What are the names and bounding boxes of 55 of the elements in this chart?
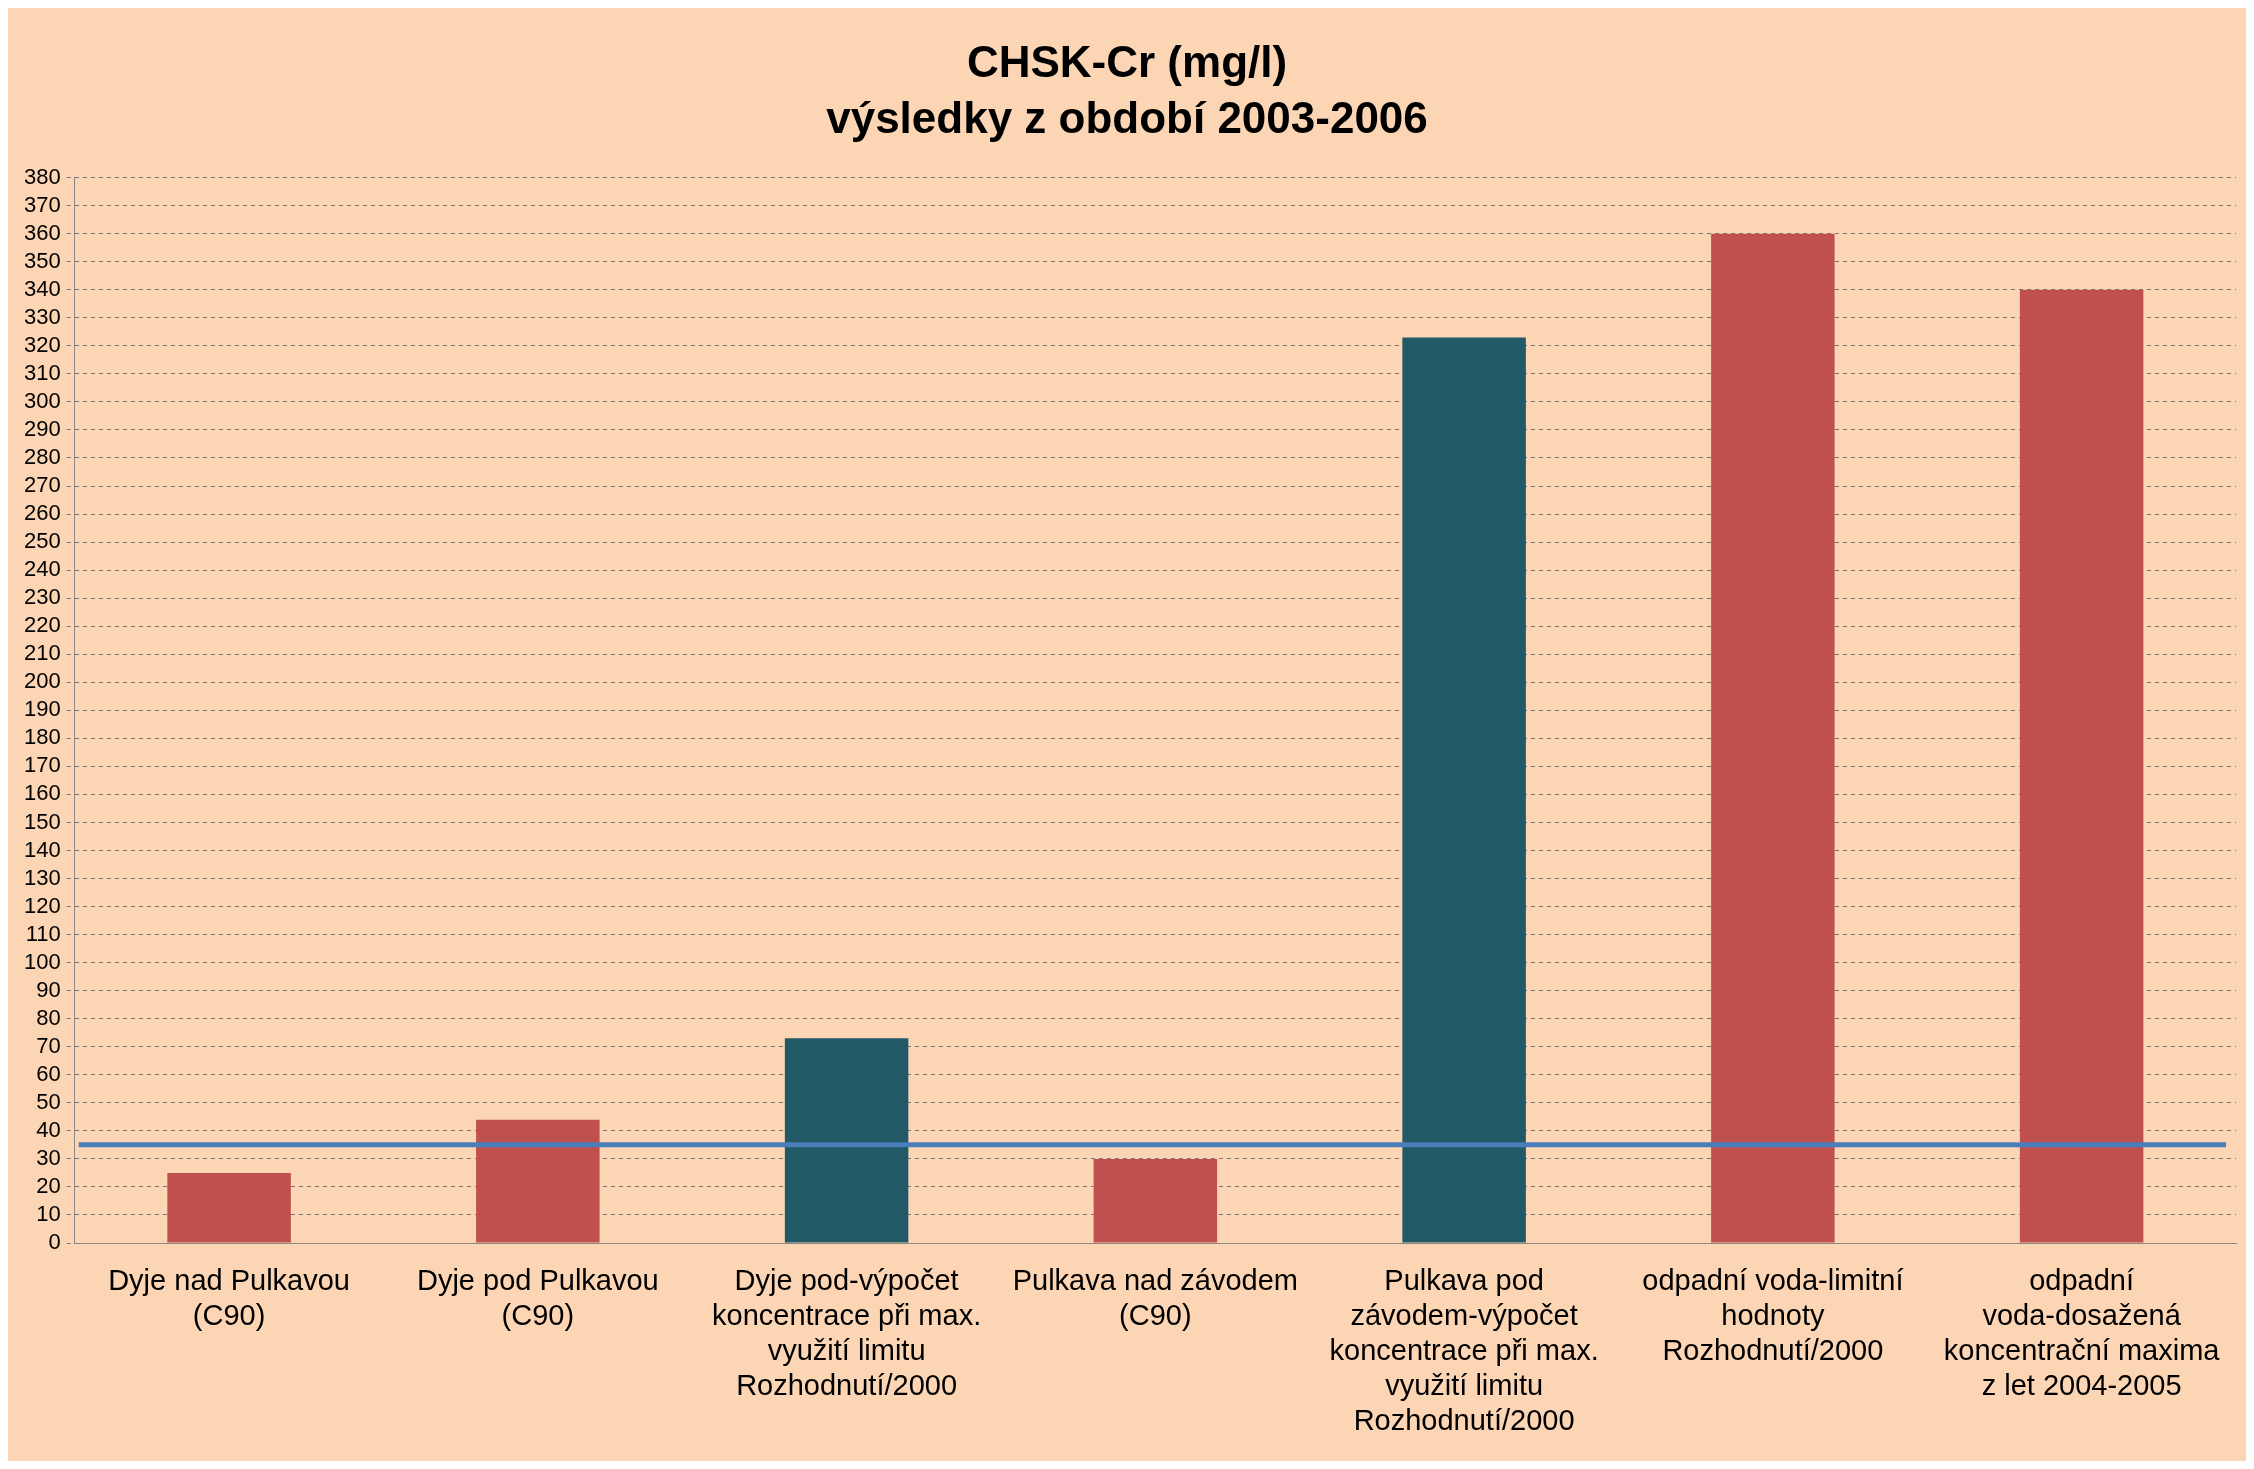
y-tick-label: 310 [23,359,61,385]
y-tick-label: 260 [23,500,61,526]
y-tick-label: 30 [36,1144,61,1170]
x-tick-label: Dyje pod-výpočet koncentrace při max. využití limitu Rozhodnutí/2000 [712,1264,982,1401]
y-tick-label: 140 [23,836,61,862]
y-tick-label: 190 [23,696,61,722]
y-tick-label: 320 [23,331,61,357]
y-tick-label: 10 [36,1201,61,1227]
chart-title: CHSK-Cr (mg/l) [966,36,1288,86]
y-tick-label: 300 [23,387,61,413]
y-tick-label: 290 [23,415,61,441]
x-tick-label: Pulkava pod závodem-výpočet koncentrace při max. využití limitu Rozhodnutí/2000 [1329,1264,1599,1436]
y-tick-label: 100 [23,948,61,974]
y-tick-label: 0 [48,1229,61,1255]
bar [167,1172,291,1243]
y-tick-label: 40 [36,1116,61,1142]
y-tick-label: 200 [23,668,61,694]
bar [1711,233,1835,1243]
y-tick-label: 120 [23,892,61,918]
x-tick-label: odpadní voda-dosažená koncentrační maxima z let 2004-2005 [1943,1264,2221,1401]
y-tick-label: 210 [23,640,61,666]
y-tick-label: 60 [36,1060,61,1086]
x-tick-label: odpadní voda-limitní hodnoty Rozhodnutí/2000 [1642,1264,1904,1366]
y-tick-label: 80 [36,1004,61,1030]
y-tick-label: 360 [23,219,61,245]
y-tick-label: 90 [36,976,61,1002]
bar [2019,289,2144,1243]
y-tick-label: 330 [23,303,61,329]
y-tick-label: 150 [23,808,61,834]
x-tick-label: Dyje nad Pulkavou (C90) [108,1264,350,1332]
y-tick-label: 340 [23,275,61,301]
y-tick-label: 350 [23,247,61,273]
y-tick-label: 280 [23,444,61,470]
y-tick-label: 250 [23,528,61,554]
y-tick-label: 170 [23,752,61,778]
y-tick-label: 270 [23,472,61,498]
x-tick-label: Dyje pod Pulkavou (C90) [416,1264,659,1332]
bar [476,1119,600,1243]
chart-subtitle: výsledky z období 2003-2006 [826,93,1428,143]
y-tick-label: 180 [23,724,61,750]
y-tick-label: 240 [23,556,61,582]
x-tick-label: Pulkava nad závodem (C90) [1012,1264,1299,1332]
y-tick-label: 220 [23,612,61,638]
y-tick-label: 20 [36,1172,61,1198]
y-tick-label: 230 [23,584,61,610]
y-tick-label: 50 [36,1088,61,1114]
y-tick-label: 160 [23,780,61,806]
bar [1093,1158,1218,1243]
y-tick-label: 380 [23,163,61,189]
y-tick-label: 370 [23,191,61,217]
y-tick-label: 110 [25,920,61,946]
y-tick-label: 70 [36,1032,61,1058]
y-tick-label: 130 [23,864,61,890]
bar [1402,337,1526,1243]
bar [784,1038,909,1243]
